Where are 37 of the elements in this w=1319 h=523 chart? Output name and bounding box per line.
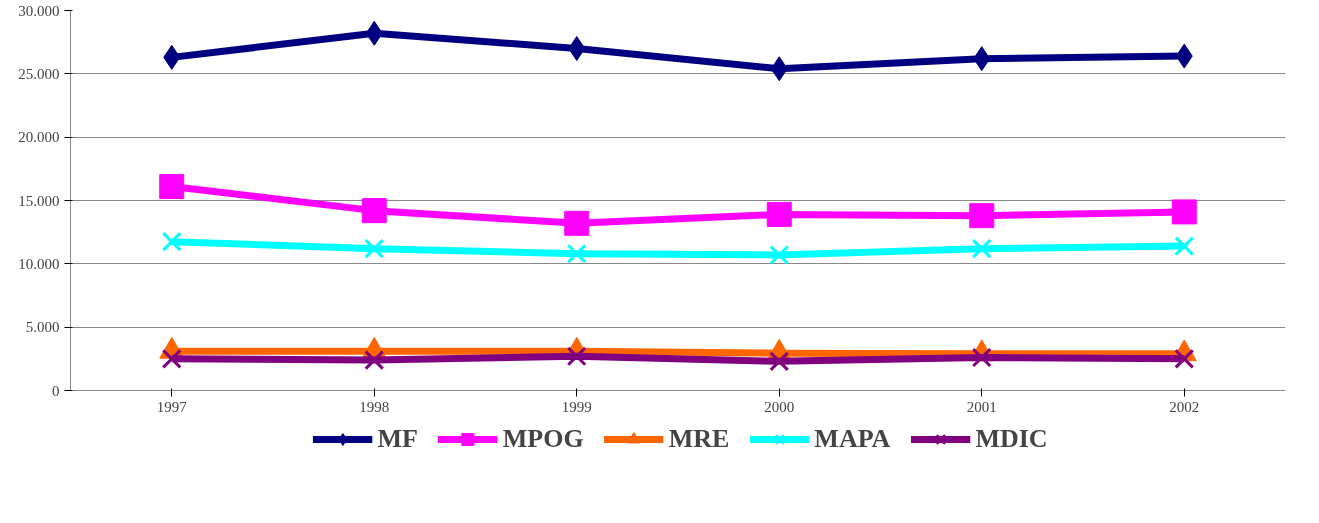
- y-tick-label: 20.000: [18, 129, 60, 146]
- point: [159, 174, 185, 200]
- point: [769, 351, 790, 372]
- y-tick-label: 25.000: [18, 65, 60, 82]
- x-tick-label: 1999: [561, 398, 592, 415]
- point: [564, 210, 590, 236]
- y-tick-label: 0: [52, 382, 60, 399]
- point: [161, 348, 182, 369]
- point: [969, 203, 995, 229]
- y-tick-label: 5.000: [25, 319, 60, 336]
- point: [971, 238, 992, 259]
- point: [361, 198, 387, 224]
- y-tick-label: 15.000: [18, 192, 60, 209]
- point: [364, 238, 385, 259]
- point: [364, 350, 385, 371]
- x-tick-label: 1997: [156, 398, 188, 415]
- y-tick-label: 10.000: [18, 255, 60, 272]
- legend-label: MRE: [668, 424, 730, 454]
- x-tick-label: 1998: [359, 398, 390, 415]
- legend-label: MPOG: [502, 424, 584, 454]
- legend-label: MAPA: [814, 424, 891, 454]
- point: [1174, 236, 1195, 257]
- point: [769, 244, 790, 265]
- x-tick-label: 2001: [966, 398, 997, 415]
- y-tick-label: 30.000: [18, 2, 60, 19]
- point: [1174, 348, 1195, 369]
- x-tick-label: 2002: [1169, 398, 1200, 415]
- point: [1171, 199, 1197, 225]
- point: [161, 231, 182, 252]
- point: [566, 346, 587, 367]
- x-tick-label: 2000: [764, 398, 795, 415]
- point: [766, 201, 792, 227]
- point: [971, 347, 992, 368]
- legend-label: MF: [377, 424, 418, 454]
- legend-label: MDIC: [975, 424, 1048, 454]
- point: [566, 243, 587, 264]
- point: [568, 36, 586, 61]
